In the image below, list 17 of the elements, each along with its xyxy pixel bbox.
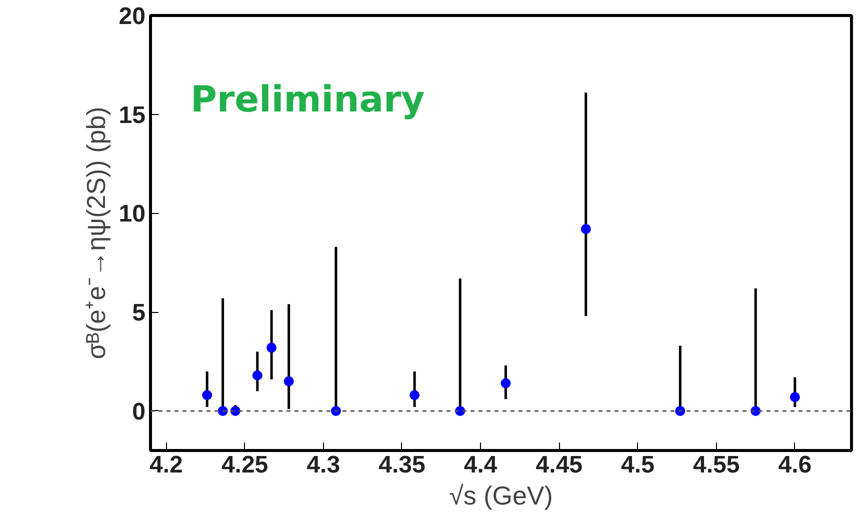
x-tick-label: 4.2: [150, 452, 183, 478]
y-tick-label: 5: [132, 300, 146, 327]
x-axis-title: √s (GeV): [449, 480, 553, 510]
y-axis-title: σᴮ(e⁺e⁻→ηψ(2S)) (pb): [80, 106, 111, 360]
x-tick-label: 4.5: [621, 452, 654, 478]
x-tick-label: 4.3: [306, 452, 340, 478]
x-tick-label: 4.25: [221, 452, 268, 478]
y-tick-label: 20: [118, 3, 146, 30]
x-tick-label: 4.4: [464, 452, 498, 478]
y-tick-label: 0: [132, 398, 146, 426]
y-tick-label: 15: [118, 102, 146, 129]
x-tick-label: 4.45: [536, 452, 583, 478]
x-tick-label: 4.55: [692, 452, 740, 478]
x-tick-label: 4.35: [378, 452, 426, 478]
y-tick-label: 10: [118, 200, 146, 228]
x-tick-label: 4.6: [778, 452, 812, 478]
annotation: Preliminary: [190, 80, 425, 120]
